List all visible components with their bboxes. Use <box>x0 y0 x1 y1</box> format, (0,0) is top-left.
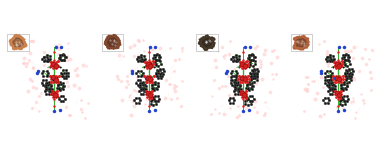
Polygon shape <box>108 38 118 47</box>
Polygon shape <box>296 38 306 47</box>
Polygon shape <box>13 38 23 47</box>
Bar <box>102 34 123 51</box>
Polygon shape <box>293 35 309 50</box>
Bar <box>196 34 218 51</box>
Polygon shape <box>202 38 212 47</box>
Polygon shape <box>9 35 27 50</box>
Bar <box>7 34 29 51</box>
Polygon shape <box>104 34 121 49</box>
Polygon shape <box>198 35 215 50</box>
Bar <box>291 34 312 51</box>
